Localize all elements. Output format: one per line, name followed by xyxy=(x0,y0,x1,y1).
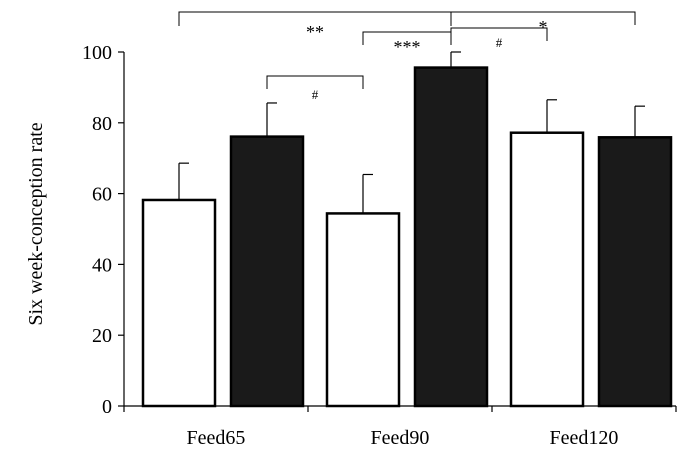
significance-label: *** xyxy=(394,37,421,57)
y-tick-label: 80 xyxy=(92,113,112,135)
y-tick-label: 60 xyxy=(92,184,112,206)
x-tick-label: Feed120 xyxy=(550,427,619,449)
bar xyxy=(597,136,673,408)
y-tick-label: 20 xyxy=(92,325,112,347)
plot-area: 0 20 40 60 80 100 Feed65 Feed90 Feed120 ** # *** # * xyxy=(82,11,677,449)
y-tick-label: 40 xyxy=(92,254,112,276)
significance-label: # xyxy=(496,35,503,50)
x-tick-label: Feed65 xyxy=(187,427,246,449)
significance-label: # xyxy=(312,87,319,102)
bar xyxy=(509,131,585,408)
significance-bracket xyxy=(266,75,364,89)
significance-bracket xyxy=(450,27,548,41)
significance-label: * xyxy=(539,17,548,37)
y-axis-title: Six week-conception rate xyxy=(25,122,47,325)
significance-bracket xyxy=(450,11,636,25)
x-tick-label: Feed90 xyxy=(371,427,430,449)
y-tick-label: 0 xyxy=(102,396,112,418)
significance-label: ** xyxy=(306,22,324,42)
bar xyxy=(413,66,489,408)
bar xyxy=(325,212,401,408)
bar xyxy=(229,135,305,408)
bar xyxy=(141,198,217,408)
y-tick-label: 100 xyxy=(82,42,112,64)
